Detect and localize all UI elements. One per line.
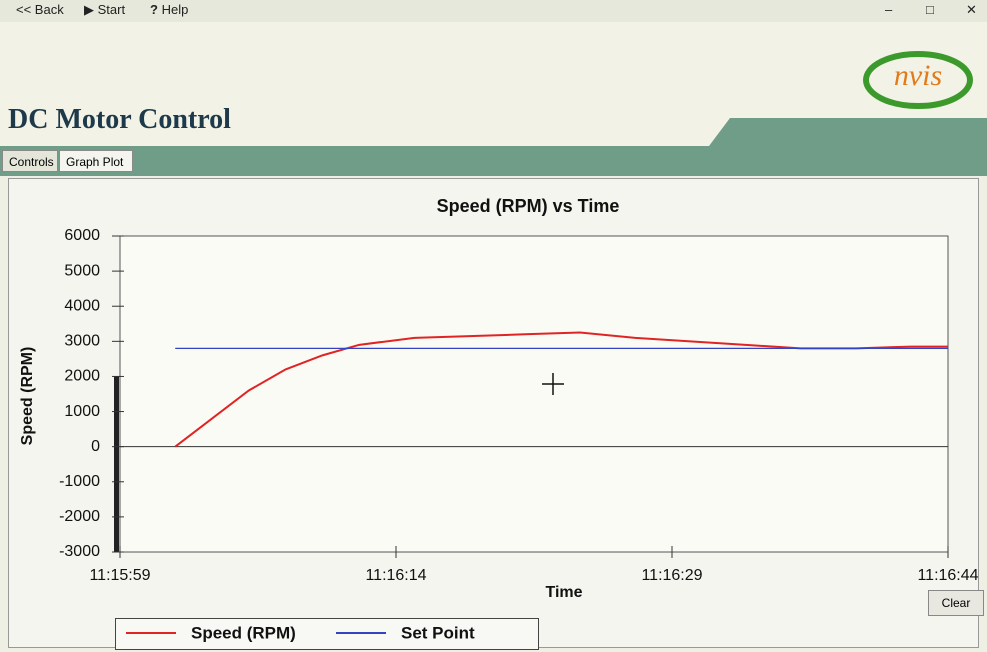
logo-ring	[863, 51, 973, 109]
back-button[interactable]: << Back	[16, 2, 64, 17]
close[interactable]: ✕	[966, 2, 977, 17]
y-tick-label: 6000	[64, 227, 100, 244]
plot-area	[119, 235, 949, 553]
start-button[interactable]: ▶ Start	[84, 2, 126, 17]
start-label[interactable]: Start	[97, 2, 126, 17]
x-tick-label: 11:15:59	[89, 567, 150, 584]
minimize[interactable]: –	[885, 2, 893, 17]
legend-label: Set Point	[401, 623, 475, 642]
help-button[interactable]: ? Help	[150, 2, 189, 17]
tab[interactable]: Controls	[2, 150, 58, 172]
logo: nvis	[863, 51, 973, 109]
y-tick-label: 5000	[64, 262, 100, 279]
cursor	[542, 373, 564, 395]
chart-title: Speed (RPM) vs Time	[437, 196, 620, 216]
y-tick-label: 3000	[64, 333, 100, 350]
y-tick-label: -2000	[59, 508, 100, 525]
app-title: DC Motor Control	[8, 104, 231, 135]
toolbar: << Back ▶ Start ? Help – □ ✕	[0, 0, 987, 22]
x-tick-label: 11:16:29	[641, 567, 702, 584]
y-tick-label: -1000	[59, 473, 100, 490]
logo-text: nvis	[894, 59, 942, 92]
help-label[interactable]: Help	[161, 2, 189, 17]
legend-items: Speed (RPM) Set Point	[126, 623, 475, 642]
x-tick-label: 11:16:44	[917, 567, 978, 584]
maximize[interactable]: □	[926, 2, 934, 17]
clear-button[interactable]: Clear	[928, 590, 984, 616]
legend-label: Speed (RPM)	[191, 623, 296, 642]
y-axis-label: Speed (RPM)	[19, 347, 36, 446]
y-tick-label: 2000	[64, 368, 100, 385]
y-tick-label: 1000	[64, 403, 100, 420]
y-tick-label: 4000	[64, 297, 100, 314]
tab-active[interactable]: Graph Plot	[59, 150, 133, 172]
legend: Speed (RPM) Set Point	[115, 618, 539, 650]
x-tick-label: 11:16:14	[365, 567, 426, 584]
x-axis-label: Time	[545, 584, 582, 601]
y-axis-bar	[114, 376, 119, 552]
header-band	[0, 146, 987, 176]
y-tick-label: -3000	[59, 543, 100, 560]
y-tick-label: 0	[91, 438, 100, 455]
